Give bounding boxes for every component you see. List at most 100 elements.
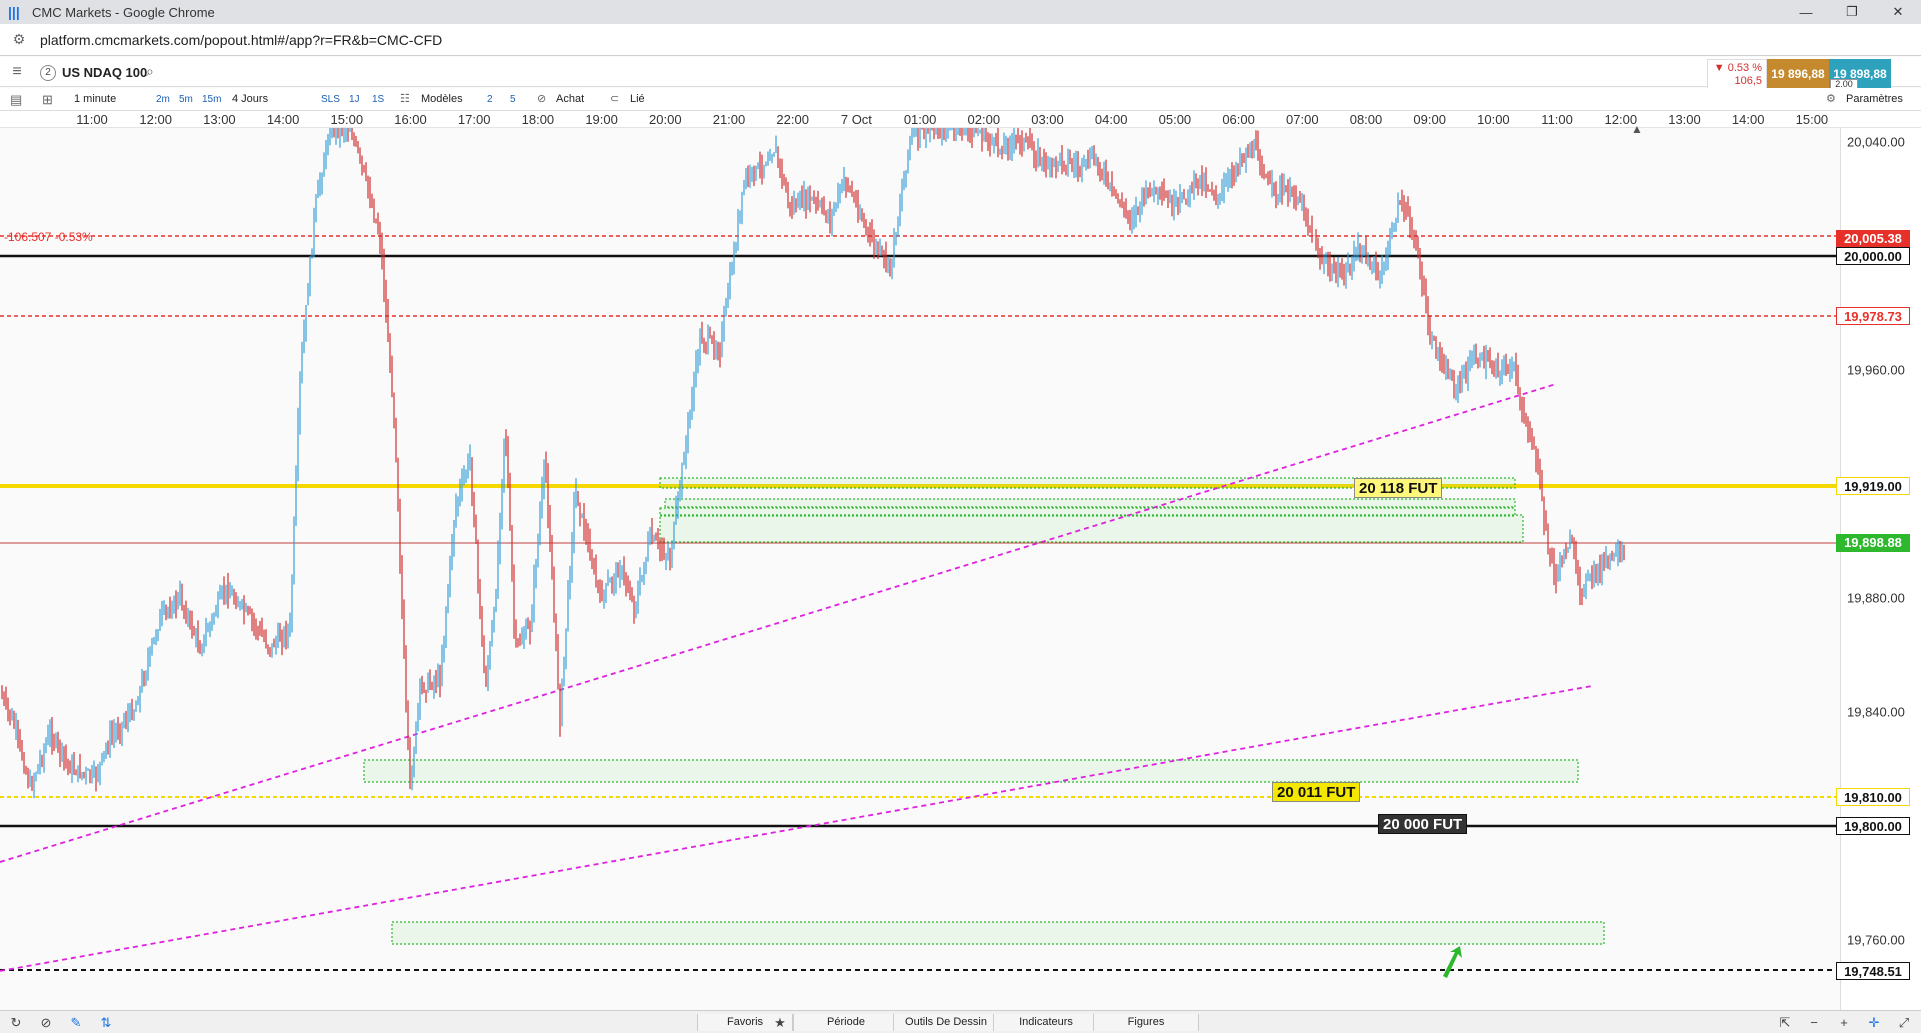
price-tick: 19,960.00: [1847, 362, 1905, 378]
cmc-logo-icon: |||: [8, 4, 20, 20]
interval-5m[interactable]: 5m: [179, 94, 193, 105]
scale-icon[interactable]: ⇱: [1779, 1015, 1791, 1030]
green-arrow-icon: [1443, 946, 1462, 978]
url-bar[interactable]: ⚙ platform.cmcmarkets.com/popout.html#/a…: [0, 24, 1921, 56]
chart-type-icon[interactable]: ▤: [10, 92, 23, 107]
time-tick: 04:00: [1094, 112, 1128, 127]
1j-button[interactable]: 1J: [349, 94, 360, 105]
time-tick: 06:00: [1222, 112, 1255, 127]
period-button[interactable]: Période: [793, 1014, 899, 1031]
badge-current-price: 19,898.88: [1836, 534, 1910, 552]
expand-icon[interactable]: ⤢: [1898, 1015, 1910, 1030]
time-tick: 10:00: [1477, 112, 1510, 127]
support-zone: [659, 507, 1516, 517]
indicators-button[interactable]: Indicateurs: [993, 1014, 1099, 1031]
time-tick: 19:00: [585, 112, 618, 127]
layout-icon[interactable]: ⊞: [42, 92, 53, 107]
interval-15m[interactable]: 15m: [202, 94, 222, 105]
annotation-20118-fut[interactable]: 20 118 FUT: [1354, 478, 1443, 498]
time-tick: 05:00: [1158, 112, 1192, 127]
time-tick: 16:00: [394, 112, 427, 127]
gear-icon[interactable]: ⚙: [1826, 93, 1836, 105]
instrument-name[interactable]: US NDAQ 100: [62, 65, 148, 80]
support-zone: [659, 477, 1516, 489]
refresh-icon[interactable]: ↻: [10, 1015, 22, 1030]
annotation-20011-fut[interactable]: 20 011 FUT: [1272, 782, 1361, 802]
time-tick: 18:00: [521, 112, 555, 127]
time-tick: 13:00: [1668, 112, 1701, 127]
time-tick: 15:00: [1795, 112, 1829, 127]
time-tick: 14:00: [1731, 112, 1765, 127]
time-tick: 14:00: [266, 112, 300, 127]
change-points: 106,5: [1734, 75, 1762, 87]
interval-2m[interactable]: 2m: [156, 94, 170, 105]
chart-plot-area[interactable]: -106.507 -0.53% 20 118 FUT 20 011 FUT 20…: [0, 128, 1840, 1010]
scroll-to-now-icon[interactable]: ▲: [1631, 122, 1643, 136]
badge-red-top: 20,005.38: [1836, 230, 1910, 248]
no-entry-icon[interactable]: ⊘: [40, 1015, 52, 1030]
price-tick: 19,840.00: [1847, 704, 1905, 720]
link-group-badge[interactable]: 2: [40, 65, 56, 81]
buy-tag-icon: ⊘: [537, 93, 547, 105]
price-chart[interactable]: [0, 128, 1840, 1010]
window-titlebar: ||| CMC Markets - Google Chrome — ❐ ✕: [0, 0, 1921, 24]
support-zone: [664, 498, 1516, 508]
drawing-tools-button[interactable]: Outils De Dessin: [893, 1014, 999, 1031]
settings-button[interactable]: Paramètres: [1846, 93, 1903, 105]
price-axis[interactable]: 20,040.00 19,960.00 19,880.00 19,840.00 19,7…: [1631, 122, 1921, 1010]
pencil-icon[interactable]: ✎: [70, 1015, 82, 1030]
badge-red-mid: 19,978.73: [1836, 307, 1910, 325]
figures-button[interactable]: Figures: [1093, 1014, 1199, 1031]
time-tick: 03:00: [1031, 112, 1064, 127]
trendline-upper: [0, 383, 1557, 863]
minimize-icon[interactable]: —: [1799, 4, 1813, 20]
support-zone: [391, 921, 1605, 945]
templates-button[interactable]: Modèles: [421, 93, 463, 105]
time-tick: 13:00: [203, 112, 236, 127]
templates-icon: ☷: [400, 93, 410, 105]
site-settings-icon[interactable]: ⚙: [12, 31, 26, 47]
plus-icon[interactable]: +: [1840, 1015, 1848, 1030]
crosshair-icon[interactable]: ✛: [1868, 1015, 1880, 1030]
1s-button[interactable]: 1S: [372, 94, 385, 105]
star-icon[interactable]: ★: [774, 1015, 786, 1030]
badge-black-top: 20,000.00: [1836, 247, 1910, 265]
change-percent: ▼ 0.53 %: [1713, 62, 1762, 74]
favorites-button[interactable]: Favoris: [697, 1014, 793, 1031]
sls-button[interactable]: SLS: [321, 94, 340, 105]
time-tick: 20:00: [649, 112, 682, 127]
sell-button[interactable]: 19 896,88: [1767, 59, 1829, 89]
price-tick: 19,880.00: [1847, 590, 1905, 606]
layout-5-button[interactable]: 5: [510, 94, 516, 105]
badge-yellow-low: 19,810.00: [1836, 788, 1910, 806]
close-icon[interactable]: ✕: [1892, 4, 1904, 19]
price-tick: 20,040.00: [1847, 134, 1905, 150]
arrows-icon[interactable]: ⇅: [100, 1015, 112, 1030]
badge-black-low: 19,800.00: [1836, 817, 1910, 835]
link-icon: ⊂: [610, 93, 620, 105]
layout-2-button[interactable]: 2: [487, 94, 493, 105]
bottom-toolbar: ↻ ⊘ ✎ ⇅ Favoris ★ Période Outils De Dess…: [0, 1010, 1921, 1033]
url-text: platform.cmcmarkets.com/popout.html#/app…: [40, 31, 443, 48]
time-tick: 01:00: [903, 112, 937, 127]
time-tick: 12:00: [139, 112, 172, 127]
badge-black-bottom: 19,748.51: [1836, 962, 1910, 980]
chart-toolbar: ▤ ⊞ 1 minute 2m 5m 15m 4 Jours SLS 1J 1S…: [0, 88, 1921, 111]
badge-yellow-mid: 19,919.00: [1836, 477, 1910, 495]
buy-toggle[interactable]: Achat: [556, 93, 585, 105]
support-zone: [659, 514, 1524, 543]
time-tick: 22:00: [776, 112, 809, 127]
search-icon[interactable]: ⌕: [146, 63, 154, 79]
window-title: CMC Markets - Google Chrome: [32, 4, 215, 20]
period-select[interactable]: 4 Jours: [232, 93, 269, 105]
interval-select[interactable]: 1 minute: [74, 93, 117, 105]
window-controls: — ❐ ✕: [1783, 0, 1921, 24]
annotation-20000-fut[interactable]: 20 000 FUT: [1378, 814, 1468, 834]
minus-icon[interactable]: −: [1810, 1015, 1818, 1030]
time-tick: 11:00: [76, 112, 108, 127]
menu-icon[interactable]: ≡: [12, 63, 22, 80]
time-axis: 11:00 12:00 13:00 14:00 15:00 16:00 17:00 18:00…: [0, 111, 1921, 128]
restore-icon[interactable]: ❐: [1846, 4, 1858, 19]
linked-toggle[interactable]: Lié: [630, 93, 645, 105]
time-tick: 11:00: [1541, 112, 1573, 127]
